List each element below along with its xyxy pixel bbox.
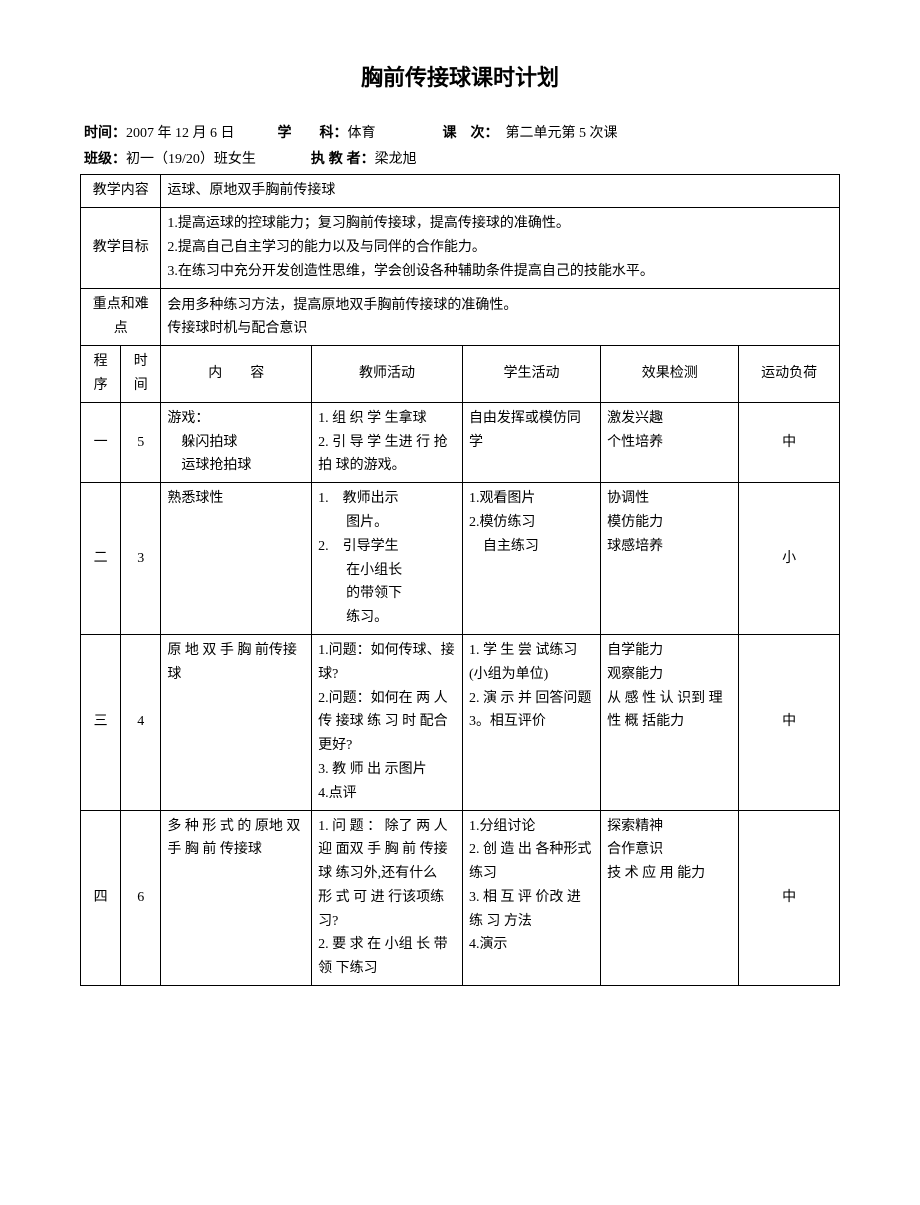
content-cell: 熟悉球性 (161, 483, 312, 635)
header-effect: 效果检测 (601, 346, 739, 403)
time-cell: 6 (121, 810, 161, 986)
teacher-cell: 1. 问 题 ： 除了 两 人 迎 面双 手 胸 前 传接球 练习外,还有什么 … (312, 810, 463, 986)
meta-line-2: 班级：初一（19/20）班女生 执 教 者：梁龙旭 (84, 146, 840, 172)
header-teacher: 教师活动 (312, 346, 463, 403)
header-row: 程序 时间 内 容 教师活动 学生活动 效果检测 运动负荷 (81, 346, 840, 403)
time-label: 时间： (84, 124, 126, 140)
page-title: 胸前传接球课时计划 (80, 60, 840, 92)
effect-cell: 自学能力 观察能力 从 感 性 认 识到 理 性 概 括能力 (601, 634, 739, 810)
class-label: 班级： (84, 150, 126, 166)
lesson-table: 教学内容 运球、原地双手胸前传接球 教学目标 1.提高运球的控球能力；复习胸前传… (80, 174, 840, 986)
session-label: 课 次： (443, 124, 492, 140)
header-student: 学生活动 (462, 346, 600, 403)
table-row: 一 5 游戏： 躲闪拍球 运球抢拍球 1. 组 织 学 生拿球 2. 引 导 学… (81, 402, 840, 482)
seq-cell: 四 (81, 810, 121, 986)
time-cell: 3 (121, 483, 161, 635)
teacher-cell: 1. 组 织 学 生拿球 2. 引 导 学 生进 行 抢 拍 球的游戏。 (312, 402, 463, 482)
header-load: 运动负荷 (739, 346, 840, 403)
content-cell: 原 地 双 手 胸 前传接球 (161, 634, 312, 810)
table-row: 四 6 多 种 形 式 的 原地 双 手 胸 前 传接球 1. 问 题 ： 除了… (81, 810, 840, 986)
effect-cell: 协调性 模仿能力 球感培养 (601, 483, 739, 635)
teacher-cell: 1. 教师出示 图片。 2. 引导学生 在小组长 的带领下 练习。 (312, 483, 463, 635)
focus-value-cell: 会用多种练习方法，提高原地双手胸前传接球的准确性。 传接球时机与配合意识 (161, 288, 840, 346)
student-cell: 自由发挥或模仿同学 (462, 402, 600, 482)
load-cell: 中 (739, 634, 840, 810)
session-value: 第二单元第 5 次课 (492, 126, 618, 141)
seq-cell: 一 (81, 402, 121, 482)
effect-cell: 激发兴趣 个性培养 (601, 402, 739, 482)
content-cell: 多 种 形 式 的 原地 双 手 胸 前 传接球 (161, 810, 312, 986)
subject-value: 体育 (348, 126, 376, 141)
goal-label-cell: 教学目标 (81, 208, 161, 288)
student-cell: 1. 学 生 尝 试练习(小组为单位) 2. 演 示 并 回答问题 3。相互评价 (462, 634, 600, 810)
time-cell: 4 (121, 634, 161, 810)
info-row-content: 教学内容 运球、原地双手胸前传接球 (81, 175, 840, 208)
table-row: 三 4 原 地 双 手 胸 前传接球 1.问题：如何传球、接球? 2.问题：如何… (81, 634, 840, 810)
content-value-cell: 运球、原地双手胸前传接球 (161, 175, 840, 208)
focus-hui: 会 (167, 296, 181, 312)
class-value: 初一（19/20）班女生 (126, 152, 256, 167)
focus-rest: 用多种练习方法，提高原地双手胸前传接球的准确性。 传接球时机与配合意识 (167, 298, 517, 337)
meta-line-1: 时间：2007 年 12 月 6 日 学 科：体育 课 次： 第二单元第 5 次… (84, 120, 840, 146)
time-value: 2007 年 12 月 6 日 (126, 126, 235, 141)
teacher-cell: 1.问题：如何传球、接球? 2.问题：如何在 两 人 传 接球 练 习 时 配合… (312, 634, 463, 810)
seq-cell: 三 (81, 634, 121, 810)
seq-cell: 二 (81, 483, 121, 635)
teacher-label: 执 教 者： (311, 150, 375, 166)
header-seq: 程序 (81, 346, 121, 403)
content-cell: 游戏： 躲闪拍球 运球抢拍球 (161, 402, 312, 482)
student-cell: 1.观看图片 2.模仿练习 自主练习 (462, 483, 600, 635)
focus-label-cell: 重点和难点 (81, 288, 161, 346)
effect-cell: 探索精神 合作意识 技 术 应 用 能力 (601, 810, 739, 986)
load-cell: 小 (739, 483, 840, 635)
header-content: 内 容 (161, 346, 312, 403)
goal-value-cell: 1.提高运球的控球能力；复习胸前传接球，提高传接球的准确性。 2.提高自己自主学… (161, 208, 840, 288)
table-row: 二 3 熟悉球性 1. 教师出示 图片。 2. 引导学生 在小组长 的带领下 练… (81, 483, 840, 635)
subject-label: 学 科： (278, 124, 348, 140)
student-cell: 1.分组讨论 2. 创 造 出 各种形式练习 3. 相 互 评 价改 进 练 习… (462, 810, 600, 986)
load-cell: 中 (739, 810, 840, 986)
teacher-value: 梁龙旭 (375, 152, 417, 167)
time-cell: 5 (121, 402, 161, 482)
content-label-cell: 教学内容 (81, 175, 161, 208)
header-time: 时间 (121, 346, 161, 403)
info-row-focus: 重点和难点 会用多种练习方法，提高原地双手胸前传接球的准确性。 传接球时机与配合… (81, 288, 840, 346)
info-row-goal: 教学目标 1.提高运球的控球能力；复习胸前传接球，提高传接球的准确性。 2.提高… (81, 208, 840, 288)
load-cell: 中 (739, 402, 840, 482)
